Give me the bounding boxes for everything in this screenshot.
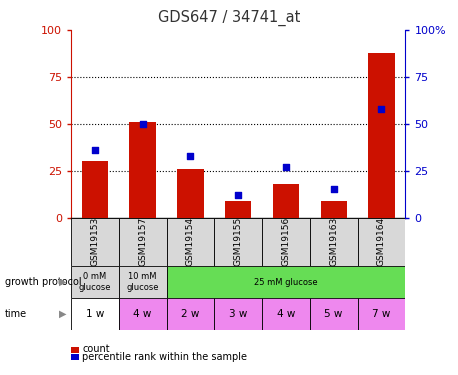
Point <box>330 186 338 192</box>
Bar <box>119 298 167 330</box>
Text: GSM19164: GSM19164 <box>377 217 386 266</box>
Text: 25 mM glucose: 25 mM glucose <box>254 278 318 287</box>
Text: time: time <box>5 309 27 319</box>
Bar <box>262 298 310 330</box>
Bar <box>167 217 214 266</box>
Text: 4 w: 4 w <box>277 309 295 319</box>
Point <box>378 106 385 112</box>
Bar <box>119 217 167 266</box>
Bar <box>214 298 262 330</box>
Text: percentile rank within the sample: percentile rank within the sample <box>82 352 247 362</box>
Bar <box>368 53 395 217</box>
Bar <box>321 201 347 217</box>
Text: 10 mM
glucose: 10 mM glucose <box>126 273 159 292</box>
Bar <box>358 217 405 266</box>
Bar <box>310 298 358 330</box>
Text: GSM19155: GSM19155 <box>234 217 243 267</box>
Text: 3 w: 3 w <box>229 309 247 319</box>
Point <box>139 121 146 127</box>
Bar <box>71 217 119 266</box>
Bar <box>310 217 358 266</box>
Text: growth protocol: growth protocol <box>5 277 81 287</box>
Bar <box>167 266 405 298</box>
Text: count: count <box>82 345 110 354</box>
Point <box>282 164 289 170</box>
Text: GSM19163: GSM19163 <box>329 217 338 267</box>
Text: 7 w: 7 w <box>372 309 391 319</box>
Bar <box>225 201 251 217</box>
Text: GSM19154: GSM19154 <box>186 217 195 266</box>
Point <box>187 153 194 159</box>
Bar <box>71 298 119 330</box>
Text: ▶: ▶ <box>59 309 66 319</box>
Point <box>234 192 242 198</box>
Text: GSM19153: GSM19153 <box>90 217 99 267</box>
Bar <box>130 122 156 218</box>
Text: GSM19156: GSM19156 <box>281 217 290 267</box>
Text: ▶: ▶ <box>59 277 66 287</box>
Bar <box>119 266 167 298</box>
Bar <box>167 298 214 330</box>
Bar <box>82 161 108 218</box>
Point <box>91 147 98 153</box>
Bar <box>273 184 299 218</box>
Text: GSM19157: GSM19157 <box>138 217 147 267</box>
Text: 0 mM
glucose: 0 mM glucose <box>79 273 111 292</box>
Text: 4 w: 4 w <box>133 309 152 319</box>
Text: 5 w: 5 w <box>325 309 343 319</box>
Text: GDS647 / 34741_at: GDS647 / 34741_at <box>158 9 300 26</box>
Bar <box>262 217 310 266</box>
Bar <box>358 298 405 330</box>
Bar <box>71 266 119 298</box>
Bar <box>177 169 203 217</box>
Text: 2 w: 2 w <box>181 309 200 319</box>
Text: 1 w: 1 w <box>86 309 104 319</box>
Bar <box>214 217 262 266</box>
